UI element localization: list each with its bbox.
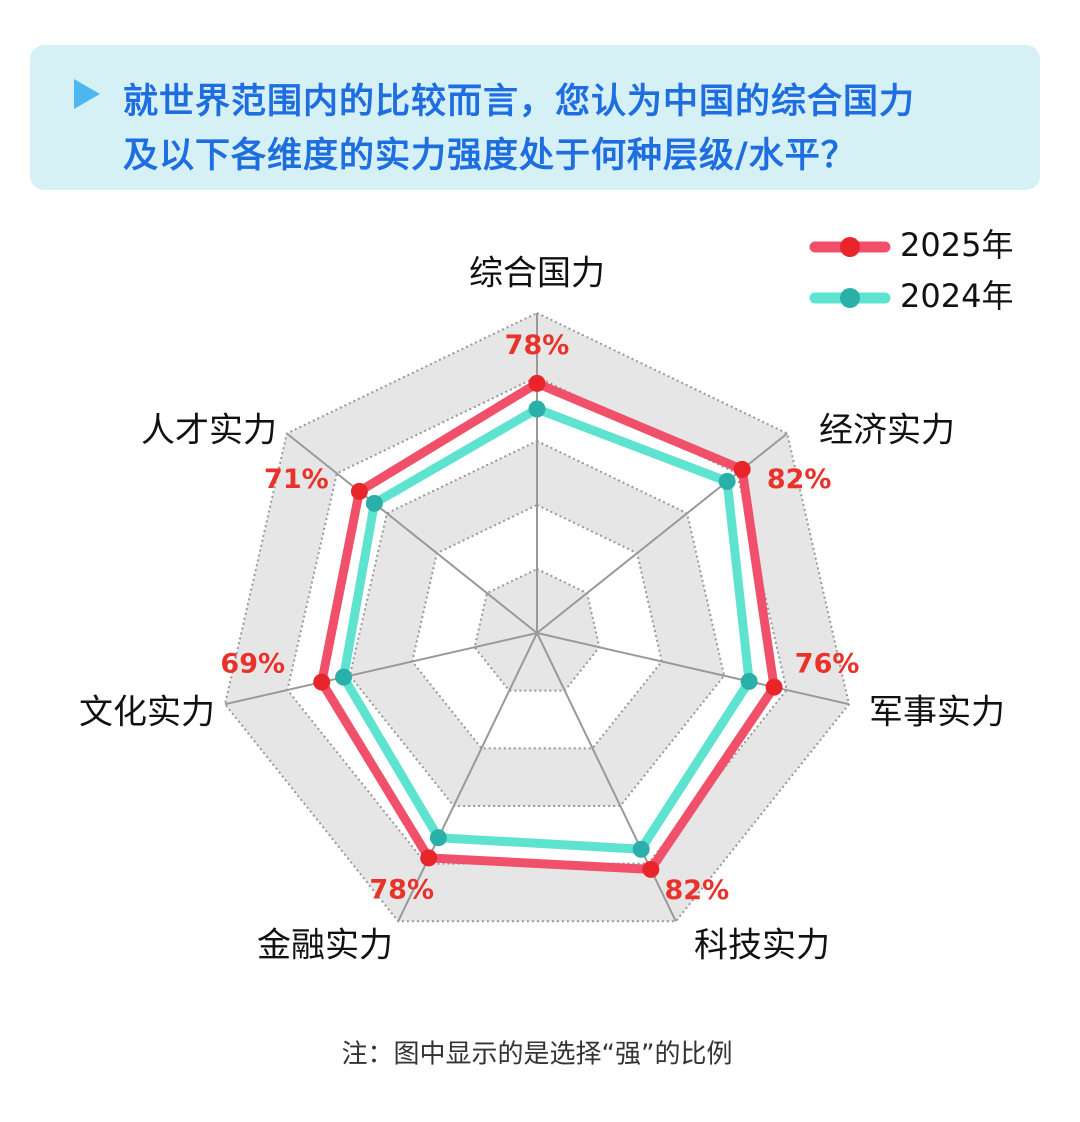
data-point [528,400,546,418]
legend-marker [840,237,860,257]
axis-label: 金融实力 [257,926,393,966]
spoke [397,632,538,922]
data-point [765,678,783,696]
data-point [718,472,736,490]
series-line [317,378,779,874]
data-point [733,460,751,478]
spoke [536,632,850,706]
data-point [365,494,383,512]
value-label: 71% [264,464,329,495]
value-label: 78% [369,874,434,905]
data-point [313,673,331,691]
title-line: 就世界范围内的比较而言，您认为中国的综合国力 [123,82,916,122]
value-label: 69% [220,649,285,680]
icon [74,79,100,109]
value-label: 82% [767,464,832,495]
value-label: 78% [505,330,570,361]
axis-label: 人才实力 [141,411,277,451]
spoke [224,632,538,706]
data-point [420,849,438,867]
data-point [642,860,660,878]
axis-label: 文化实力 [79,693,215,733]
axis-label: 经济实力 [819,411,955,451]
spoke [286,432,538,634]
data-point [350,482,368,500]
data-point [429,829,447,847]
value-label: 82% [665,875,730,906]
series-line [339,404,754,854]
title-line: 及以下各维度的实力强度处于何种层级/水平？ [123,136,857,176]
legend-label: 2024年 [900,277,1013,315]
legend-label: 2025年 [900,226,1013,264]
data-point [632,840,650,858]
data-point [335,668,353,686]
axis-label: 科技实力 [694,926,830,966]
axis-label: 军事实力 [869,693,1005,733]
data-point [528,374,546,392]
axis-label: 综合国力 [469,254,605,294]
data-point [740,672,758,690]
note: 注：图中显示的是选择“强”的比例 [342,1040,733,1070]
header: 就世界范围内的比较而言，您认为中国的综合国力 及以下各维度的实力强度处于何种层级… [30,45,1040,190]
value-label: 76% [795,649,860,680]
legend-marker [840,288,860,308]
